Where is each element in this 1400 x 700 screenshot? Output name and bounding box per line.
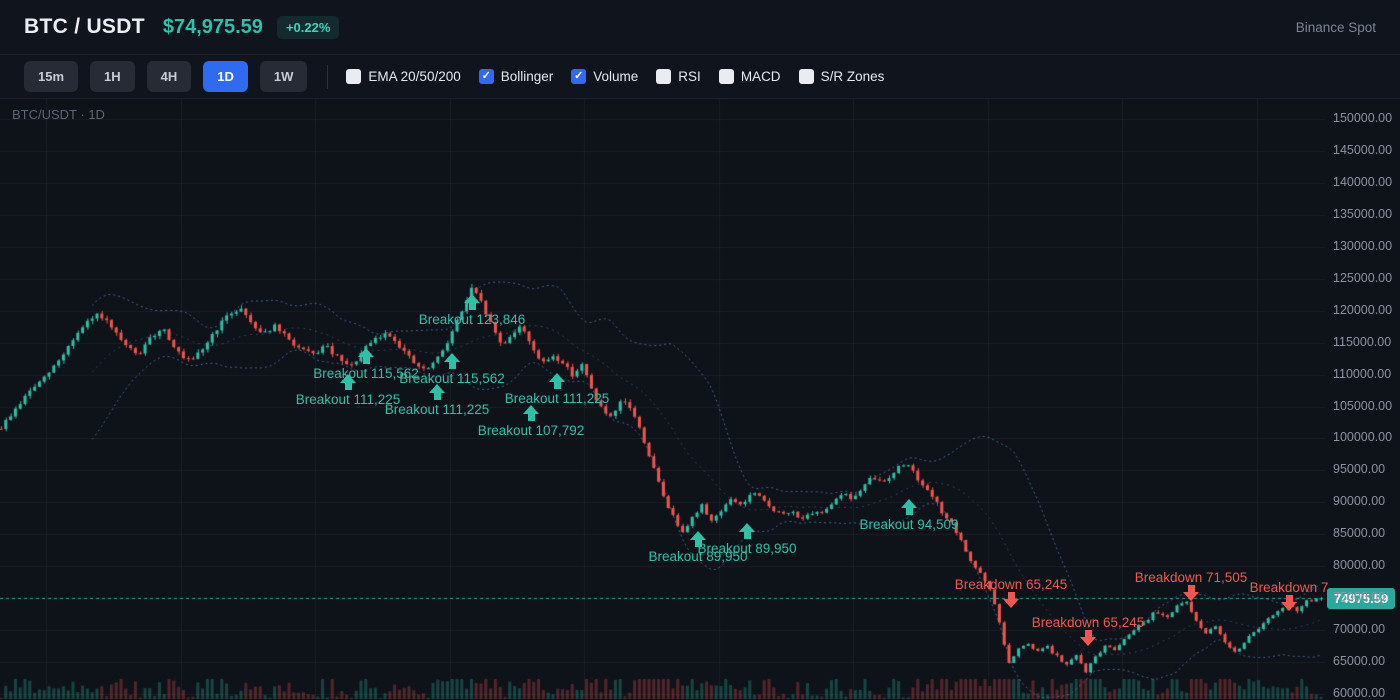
axis-price-label: 85000.00 xyxy=(1333,526,1386,541)
annotation-breakout: Breakout 115,562 xyxy=(313,366,419,381)
up-arrow-icon xyxy=(690,531,706,547)
axis-price-label: 135000.00 xyxy=(1333,206,1393,221)
annotation-breakout: Breakout 123,846 xyxy=(418,312,526,327)
up-arrow-icon xyxy=(444,353,460,369)
axis-price-label: 110000.00 xyxy=(1333,366,1392,381)
annotation-breakdown: Breakdown 65,245 xyxy=(954,577,1068,592)
toolbar-divider xyxy=(327,64,329,89)
axis-price-label: 70000.00 xyxy=(1333,622,1386,637)
axis-price-label: 150000.00 xyxy=(1333,111,1393,125)
indicator-toggle-volume[interactable]: ✓ Volume xyxy=(571,69,638,84)
indicator-toggle-ema[interactable]: EMA 20/50/200 xyxy=(346,69,461,84)
axis-price-label: 100000.00 xyxy=(1333,430,1393,445)
timeframe-button-1h[interactable]: 1H xyxy=(90,61,135,92)
up-arrow-icon xyxy=(523,405,539,421)
last-price-tag: 74975.59 xyxy=(1327,587,1396,609)
axis-price-label: 130000.00 xyxy=(1333,238,1393,253)
checkbox-icon[interactable] xyxy=(798,69,814,84)
price-chart-canvas[interactable] xyxy=(0,99,1325,699)
up-arrow-icon xyxy=(901,499,917,515)
annotation-breakout: Breakout 107,792 xyxy=(477,423,585,438)
checkbox-icon[interactable]: ✓ xyxy=(571,69,587,84)
current-price: $74,975.59 xyxy=(162,15,263,38)
up-arrow-icon xyxy=(429,384,445,400)
axis-price-label: 60000.00 xyxy=(1333,686,1386,699)
indicator-group: EMA 20/50/200 ✓ Bollinger ✓ Volume RSI M… xyxy=(346,69,884,84)
up-arrow-icon xyxy=(549,373,565,389)
axis-price-label: 80000.00 xyxy=(1333,558,1386,573)
annotation-breakout: Breakout 111,225 xyxy=(384,402,490,417)
annotation-breakdown: Breakdown 65,245 xyxy=(1031,615,1145,630)
down-arrow-icon xyxy=(1003,592,1019,608)
timeframe-button-15m[interactable]: 15m xyxy=(24,61,79,92)
symbol-title: BTC / USDT xyxy=(24,15,145,38)
down-arrow-icon xyxy=(1281,595,1297,611)
axis-price-label: 145000.00 xyxy=(1333,142,1393,157)
annotation-breakdown: Breakdown 71,505 xyxy=(1134,570,1248,585)
indicator-label: MACD xyxy=(740,69,781,84)
timeframe-button-1d[interactable]: 1D xyxy=(203,61,248,92)
indicator-toggle-rsi[interactable]: RSI xyxy=(656,69,701,84)
axis-price-label: 105000.00 xyxy=(1333,398,1393,413)
checkbox-icon[interactable] xyxy=(656,69,672,84)
down-arrow-icon xyxy=(1183,585,1199,601)
indicator-label: RSI xyxy=(678,69,701,84)
axis-price-label: 125000.00 xyxy=(1333,270,1393,285)
annotation-breakdown: Breakdown 7 xyxy=(1249,580,1329,595)
indicator-label: Bollinger xyxy=(500,69,554,84)
indicator-toggle-bollinger[interactable]: ✓ Bollinger xyxy=(478,69,554,84)
checkbox-icon[interactable] xyxy=(346,69,362,84)
annotation-breakout: Breakout 115,562 xyxy=(399,371,505,386)
axis-price-label: 65000.00 xyxy=(1333,654,1386,669)
exchange-label: Binance Spot xyxy=(1295,19,1376,35)
axis-price-label: 140000.00 xyxy=(1333,174,1393,189)
timeframe-group: 15m 1H 4H 1D 1W xyxy=(24,61,308,92)
axis-price-label: 75000.00 xyxy=(1333,590,1386,605)
indicator-label: S/R Zones xyxy=(820,69,885,84)
up-arrow-icon xyxy=(464,294,480,310)
annotation-breakout: Breakout 89,950 xyxy=(697,541,797,556)
annotation-breakout: Breakout 111,225 xyxy=(504,391,610,406)
axis-price-label: 95000.00 xyxy=(1333,462,1386,477)
axis-price-label: 115000.00 xyxy=(1333,334,1392,349)
indicator-label: Volume xyxy=(593,69,639,84)
chart-watermark: BTC/USDT · 1D xyxy=(12,107,105,122)
indicator-toggle-macd[interactable]: MACD xyxy=(718,69,781,84)
indicator-toggle-sr-zones[interactable]: S/R Zones xyxy=(798,69,885,84)
timeframe-button-1w[interactable]: 1W xyxy=(259,61,308,92)
up-arrow-icon xyxy=(340,374,356,390)
indicator-label: EMA 20/50/200 xyxy=(368,69,461,84)
checkbox-icon[interactable] xyxy=(718,69,734,84)
app-header: BTC / USDT $74,975.59 +0.22% Binance Spo… xyxy=(0,0,1400,55)
down-arrow-icon xyxy=(1080,630,1096,646)
checkbox-icon[interactable]: ✓ xyxy=(478,69,494,84)
timeframe-button-4h[interactable]: 4H xyxy=(146,61,192,92)
up-arrow-icon xyxy=(739,523,755,539)
axis-price-label: 90000.00 xyxy=(1333,494,1386,509)
axis-price-label: 120000.00 xyxy=(1333,302,1393,317)
chart-toolbar: 15m 1H 4H 1D 1W EMA 20/50/200 ✓ Bollinge… xyxy=(0,55,1400,99)
change-badge: +0.22% xyxy=(276,15,340,39)
annotation-breakout: Breakout 89,950 xyxy=(648,549,748,564)
annotation-breakout: Breakout 111,225 xyxy=(295,392,401,407)
chart-area: BTC/USDT · 1D 74975.59 150000.00 145000.0… xyxy=(0,99,1400,699)
annotation-breakout: Breakout 94,509 xyxy=(859,517,959,532)
up-arrow-icon xyxy=(358,348,374,364)
